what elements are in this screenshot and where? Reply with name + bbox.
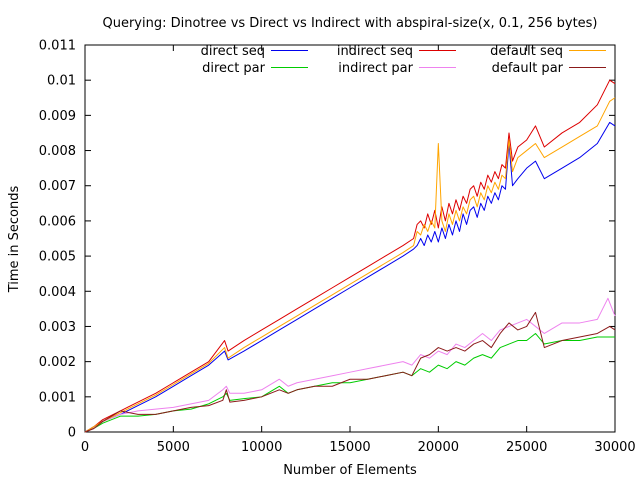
y-tick-label: 0.01 — [47, 74, 76, 89]
y-tick-label: 0.003 — [39, 320, 76, 335]
legend-label-direct-seq: direct seq — [201, 44, 265, 59]
y-axis-label: Time in Seconds — [7, 186, 22, 294]
y-tick-label: 0.011 — [39, 39, 76, 54]
x-tick-label: 20000 — [418, 440, 459, 455]
chart-title: Querying: Dinotree vs Direct vs Indirect… — [102, 16, 597, 31]
y-tick-label: 0.005 — [39, 250, 76, 265]
y-tick-label: 0.002 — [39, 355, 76, 370]
x-tick-label: 5000 — [157, 440, 190, 455]
plot-area: 0 0.001 0.002 0.003 0.004 0.005 0.006 0.007 0.00… — [39, 39, 636, 456]
y-tick-label: 0.004 — [39, 285, 76, 300]
series-line-direct-par — [84, 332, 615, 433]
x-axis-label: Number of Elements — [283, 463, 417, 478]
legend-label-default-par: default par — [492, 61, 564, 76]
x-tick-label: 30000 — [594, 440, 635, 455]
legend-label-default-seq: default seq — [490, 44, 563, 59]
plot-frame — [84, 44, 616, 433]
x-tick-label: 0 — [81, 440, 89, 455]
series-line-default-seq — [84, 97, 616, 433]
legend-label-indirect-par: indirect par — [338, 61, 413, 76]
y-tick-label: 0.006 — [39, 214, 76, 229]
legend-label-direct-par: direct par — [202, 61, 266, 76]
legend: direct seq direct par indirect seq indirect… — [201, 44, 606, 76]
y-tick-label: 0 — [68, 426, 76, 441]
series-line-direct-seq — [84, 121, 616, 433]
series-line-indirect-par — [84, 297, 616, 433]
x-tick-label: 10000 — [241, 440, 282, 455]
x-tick-label: 15000 — [329, 440, 370, 455]
x-tick-label: 25000 — [506, 440, 547, 455]
y-tick-label: 0.001 — [39, 390, 76, 405]
legend-label-indirect-seq: indirect seq — [337, 44, 413, 59]
y-tick-label: 0.009 — [39, 109, 76, 124]
series-line-default-par — [84, 311, 616, 433]
series-line-indirect-seq — [84, 79, 616, 433]
y-tick-label: 0.007 — [39, 179, 76, 194]
y-tick-label: 0.008 — [39, 144, 76, 159]
